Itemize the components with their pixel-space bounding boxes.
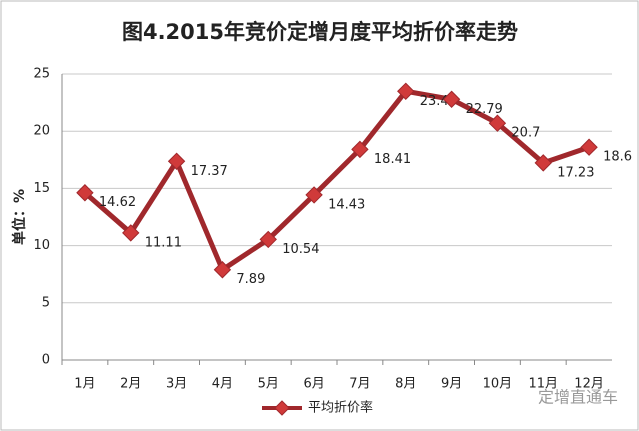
data-label: 18.41 [374,152,411,167]
data-point [167,152,186,170]
x-tick-label: 5月 [258,377,279,392]
data-point [534,154,552,172]
data-point [122,224,140,242]
y-tick-label: 25 [33,67,50,82]
data-point [259,230,277,249]
data-label: 17.23 [557,165,594,180]
x-tick-label: 2月 [120,377,141,392]
legend-label: 平均折价率 [308,400,373,416]
data-point [580,138,598,156]
y-tick-label: 15 [33,181,50,196]
y-axis-label: 单位：% [11,189,28,245]
series-line [83,88,590,273]
data-label: 20.7 [511,126,540,141]
data-point [488,114,507,132]
watermark: 定增直通车 [538,388,618,407]
y-tick-label: 10 [33,238,50,253]
y-tick-label: 0 [42,353,50,368]
x-tick-label: 8月 [395,377,416,392]
x-tick-label: 6月 [303,377,324,392]
data-label: 18.6 [603,150,632,165]
y-tick-label: 20 [33,124,50,139]
x-tick-label: 11月 [528,377,558,392]
y-tick-label: 5 [42,295,50,310]
data-label: 14.62 [99,195,136,210]
x-tick-label: 9月 [441,377,462,392]
x-tick-label: 1月 [74,377,95,392]
data-label: 10.54 [282,242,319,257]
data-label: 17.37 [191,164,228,179]
data-point [305,186,323,204]
data-label: 11.11 [145,235,182,250]
x-tick-label: 7月 [349,377,370,392]
data-point [351,140,369,159]
x-tick-label: 3月 [166,377,187,392]
data-point [442,90,461,108]
data-point [397,82,415,100]
data-label: 14.43 [328,197,365,212]
data-label: 22.79 [466,102,503,117]
x-tick-label: 12月 [574,377,604,392]
data-point [213,261,232,279]
legend-marker [274,400,290,416]
data-label: 7.89 [236,272,265,287]
chart-title: 图4.2015年竞价定增月度平均折价率走势 [122,20,518,44]
x-tick-label: 10月 [483,377,513,392]
data-point [76,184,94,202]
x-tick-label: 4月 [212,377,233,392]
